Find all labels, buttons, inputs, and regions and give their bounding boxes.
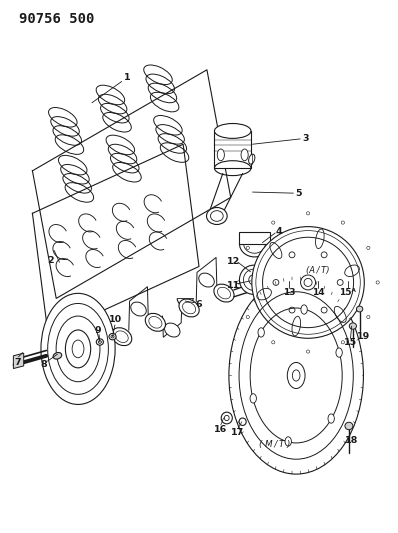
Ellipse shape bbox=[349, 323, 357, 329]
Text: 3: 3 bbox=[302, 134, 308, 143]
Ellipse shape bbox=[240, 265, 268, 294]
Text: 6: 6 bbox=[195, 300, 201, 309]
Text: ( M / T ): ( M / T ) bbox=[259, 440, 291, 449]
Ellipse shape bbox=[41, 293, 115, 405]
Ellipse shape bbox=[357, 306, 363, 312]
Ellipse shape bbox=[239, 418, 246, 425]
Ellipse shape bbox=[336, 348, 342, 357]
Text: 10: 10 bbox=[109, 315, 122, 324]
Text: 13: 13 bbox=[283, 287, 296, 296]
Ellipse shape bbox=[164, 323, 180, 337]
Ellipse shape bbox=[214, 284, 234, 302]
Polygon shape bbox=[14, 353, 24, 368]
Text: 4: 4 bbox=[276, 228, 283, 237]
Text: 15ᴬ: 15ᴬ bbox=[339, 287, 356, 296]
Ellipse shape bbox=[109, 334, 116, 340]
Text: 9: 9 bbox=[95, 326, 101, 335]
Text: 1: 1 bbox=[123, 73, 130, 82]
Text: 2: 2 bbox=[47, 256, 54, 264]
Text: 18: 18 bbox=[345, 437, 358, 446]
Ellipse shape bbox=[207, 207, 227, 224]
Ellipse shape bbox=[131, 302, 146, 316]
Ellipse shape bbox=[345, 422, 353, 430]
Ellipse shape bbox=[199, 273, 214, 287]
Ellipse shape bbox=[53, 352, 62, 359]
Text: 19: 19 bbox=[357, 332, 370, 341]
Ellipse shape bbox=[96, 339, 103, 345]
Ellipse shape bbox=[217, 149, 224, 161]
Text: 8: 8 bbox=[40, 360, 47, 369]
Text: (A / T): (A / T) bbox=[306, 266, 330, 275]
Ellipse shape bbox=[328, 414, 334, 423]
Ellipse shape bbox=[145, 313, 166, 332]
Ellipse shape bbox=[229, 277, 363, 474]
Ellipse shape bbox=[111, 328, 132, 345]
Ellipse shape bbox=[241, 149, 248, 161]
Ellipse shape bbox=[285, 437, 291, 446]
Polygon shape bbox=[240, 232, 269, 244]
Text: 11: 11 bbox=[227, 280, 240, 289]
Text: 90756 500: 90756 500 bbox=[19, 12, 94, 27]
Text: 12: 12 bbox=[227, 257, 240, 265]
Ellipse shape bbox=[250, 394, 256, 403]
Ellipse shape bbox=[252, 227, 364, 338]
Ellipse shape bbox=[287, 362, 305, 389]
Ellipse shape bbox=[65, 330, 91, 368]
Text: 14: 14 bbox=[312, 287, 324, 296]
Ellipse shape bbox=[221, 412, 232, 424]
Ellipse shape bbox=[258, 328, 264, 337]
Polygon shape bbox=[215, 131, 251, 168]
Ellipse shape bbox=[300, 275, 316, 290]
Ellipse shape bbox=[215, 124, 251, 139]
Ellipse shape bbox=[249, 154, 255, 164]
Ellipse shape bbox=[179, 299, 199, 317]
Ellipse shape bbox=[301, 305, 307, 314]
Text: 5: 5 bbox=[295, 189, 301, 198]
Text: 7: 7 bbox=[14, 358, 21, 367]
Text: 17: 17 bbox=[231, 429, 244, 438]
Text: 16: 16 bbox=[214, 425, 227, 434]
Text: 15: 15 bbox=[344, 338, 357, 347]
